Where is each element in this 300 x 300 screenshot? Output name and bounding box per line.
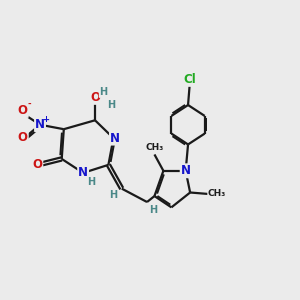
Text: O: O: [32, 158, 42, 171]
Text: N: N: [78, 167, 88, 179]
Text: H: H: [107, 100, 116, 110]
Text: O: O: [18, 104, 28, 117]
Text: Cl: Cl: [183, 73, 196, 86]
Text: +: +: [42, 115, 49, 124]
Text: N: N: [110, 132, 120, 145]
Text: H: H: [87, 177, 95, 187]
Text: O: O: [90, 91, 100, 104]
Text: CH₃: CH₃: [208, 190, 226, 199]
Text: N: N: [35, 118, 45, 131]
Text: O: O: [18, 131, 28, 144]
Text: CH₃: CH₃: [145, 142, 164, 152]
Text: -: -: [28, 100, 31, 109]
Text: N: N: [181, 164, 191, 177]
Text: H: H: [110, 190, 118, 200]
Text: H: H: [99, 87, 107, 97]
Text: H: H: [149, 205, 158, 215]
